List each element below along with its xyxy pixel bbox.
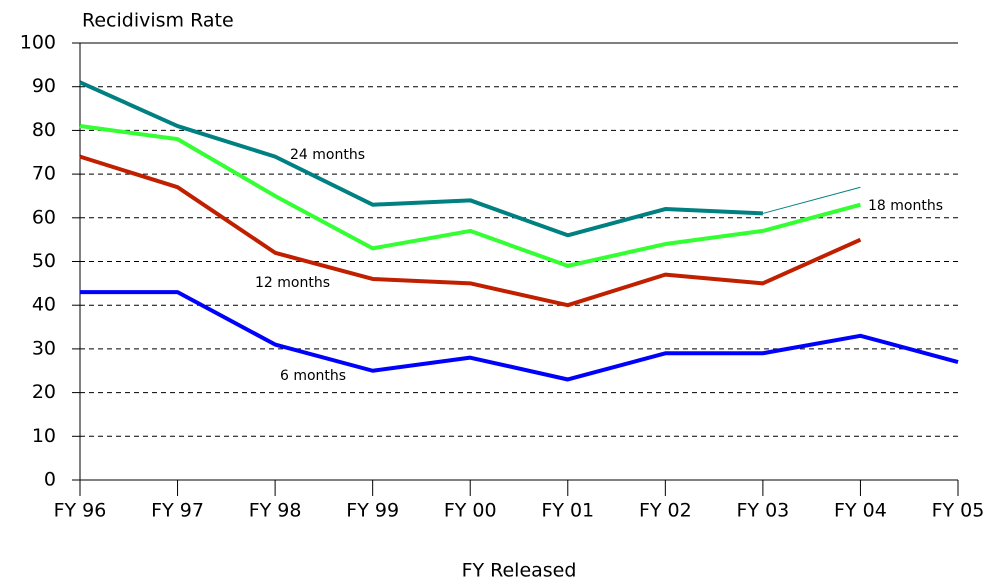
y-tick-label: 0	[44, 469, 56, 491]
x-tick-label: FY 96	[54, 500, 107, 522]
y-tick-label: 30	[32, 337, 56, 359]
series-line	[79, 154, 862, 308]
y-tick-label: 60	[32, 206, 56, 228]
series-label: 6 months	[280, 368, 346, 384]
series-line	[79, 80, 763, 238]
y-axis-title: Recidivism Rate	[82, 10, 234, 32]
x-tick-label: FY 98	[249, 500, 302, 522]
series-line	[80, 290, 959, 382]
series-line	[79, 124, 861, 268]
y-tick-label: 70	[32, 163, 56, 185]
series-line	[762, 186, 861, 214]
x-tick-label: FY 05	[932, 500, 985, 522]
y-tick-label: 90	[32, 75, 56, 97]
x-tick-label: FY 02	[639, 500, 692, 522]
x-axis-title: FY Released	[462, 560, 577, 582]
y-tick-label: 100	[20, 32, 56, 54]
x-tick-label: FY 99	[346, 500, 399, 522]
y-tick-label: 40	[32, 294, 56, 316]
x-tick-label: FY 00	[444, 500, 497, 522]
y-tick-label: 50	[32, 250, 56, 272]
y-tick-label: 20	[32, 381, 56, 403]
series-label: 12 months	[255, 275, 330, 291]
x-tick-label: FY 03	[737, 500, 790, 522]
y-tick-label: 80	[32, 119, 56, 141]
x-tick-label: FY 01	[541, 500, 594, 522]
x-tick-label: FY 97	[151, 500, 204, 522]
y-tick-label: 10	[32, 425, 56, 447]
series-label: 24 months	[290, 147, 365, 163]
x-tick-label: FY 04	[834, 500, 887, 522]
series-label: 18 months	[868, 198, 943, 214]
